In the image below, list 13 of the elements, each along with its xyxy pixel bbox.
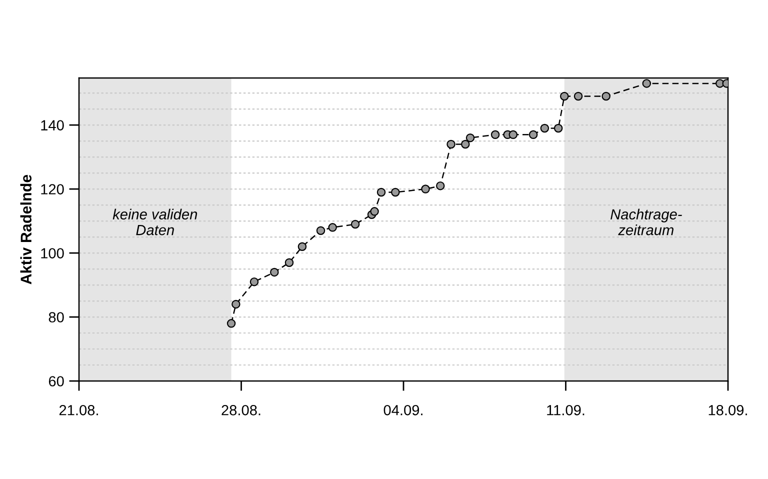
band-label: keine validen Daten — [112, 208, 198, 236]
y-tick-label: 140 — [41, 120, 64, 130]
band-label: Nachtrage- zeitraum — [610, 208, 682, 236]
x-tick-label: 21.08. — [59, 404, 98, 416]
x-tick-label: 11.09. — [547, 404, 584, 416]
y-tick-label: 60 — [48, 376, 64, 386]
x-tick-label: 18.09. — [708, 404, 747, 416]
y-axis-title: Aktiv Radelnde — [20, 174, 32, 284]
y-tick-label: 80 — [48, 312, 64, 322]
x-tick-label: 28.08. — [222, 404, 260, 416]
y-tick-label: 100 — [41, 248, 64, 258]
x-tick-label: 04.09. — [384, 404, 422, 416]
y-tick-label: 120 — [41, 184, 64, 194]
